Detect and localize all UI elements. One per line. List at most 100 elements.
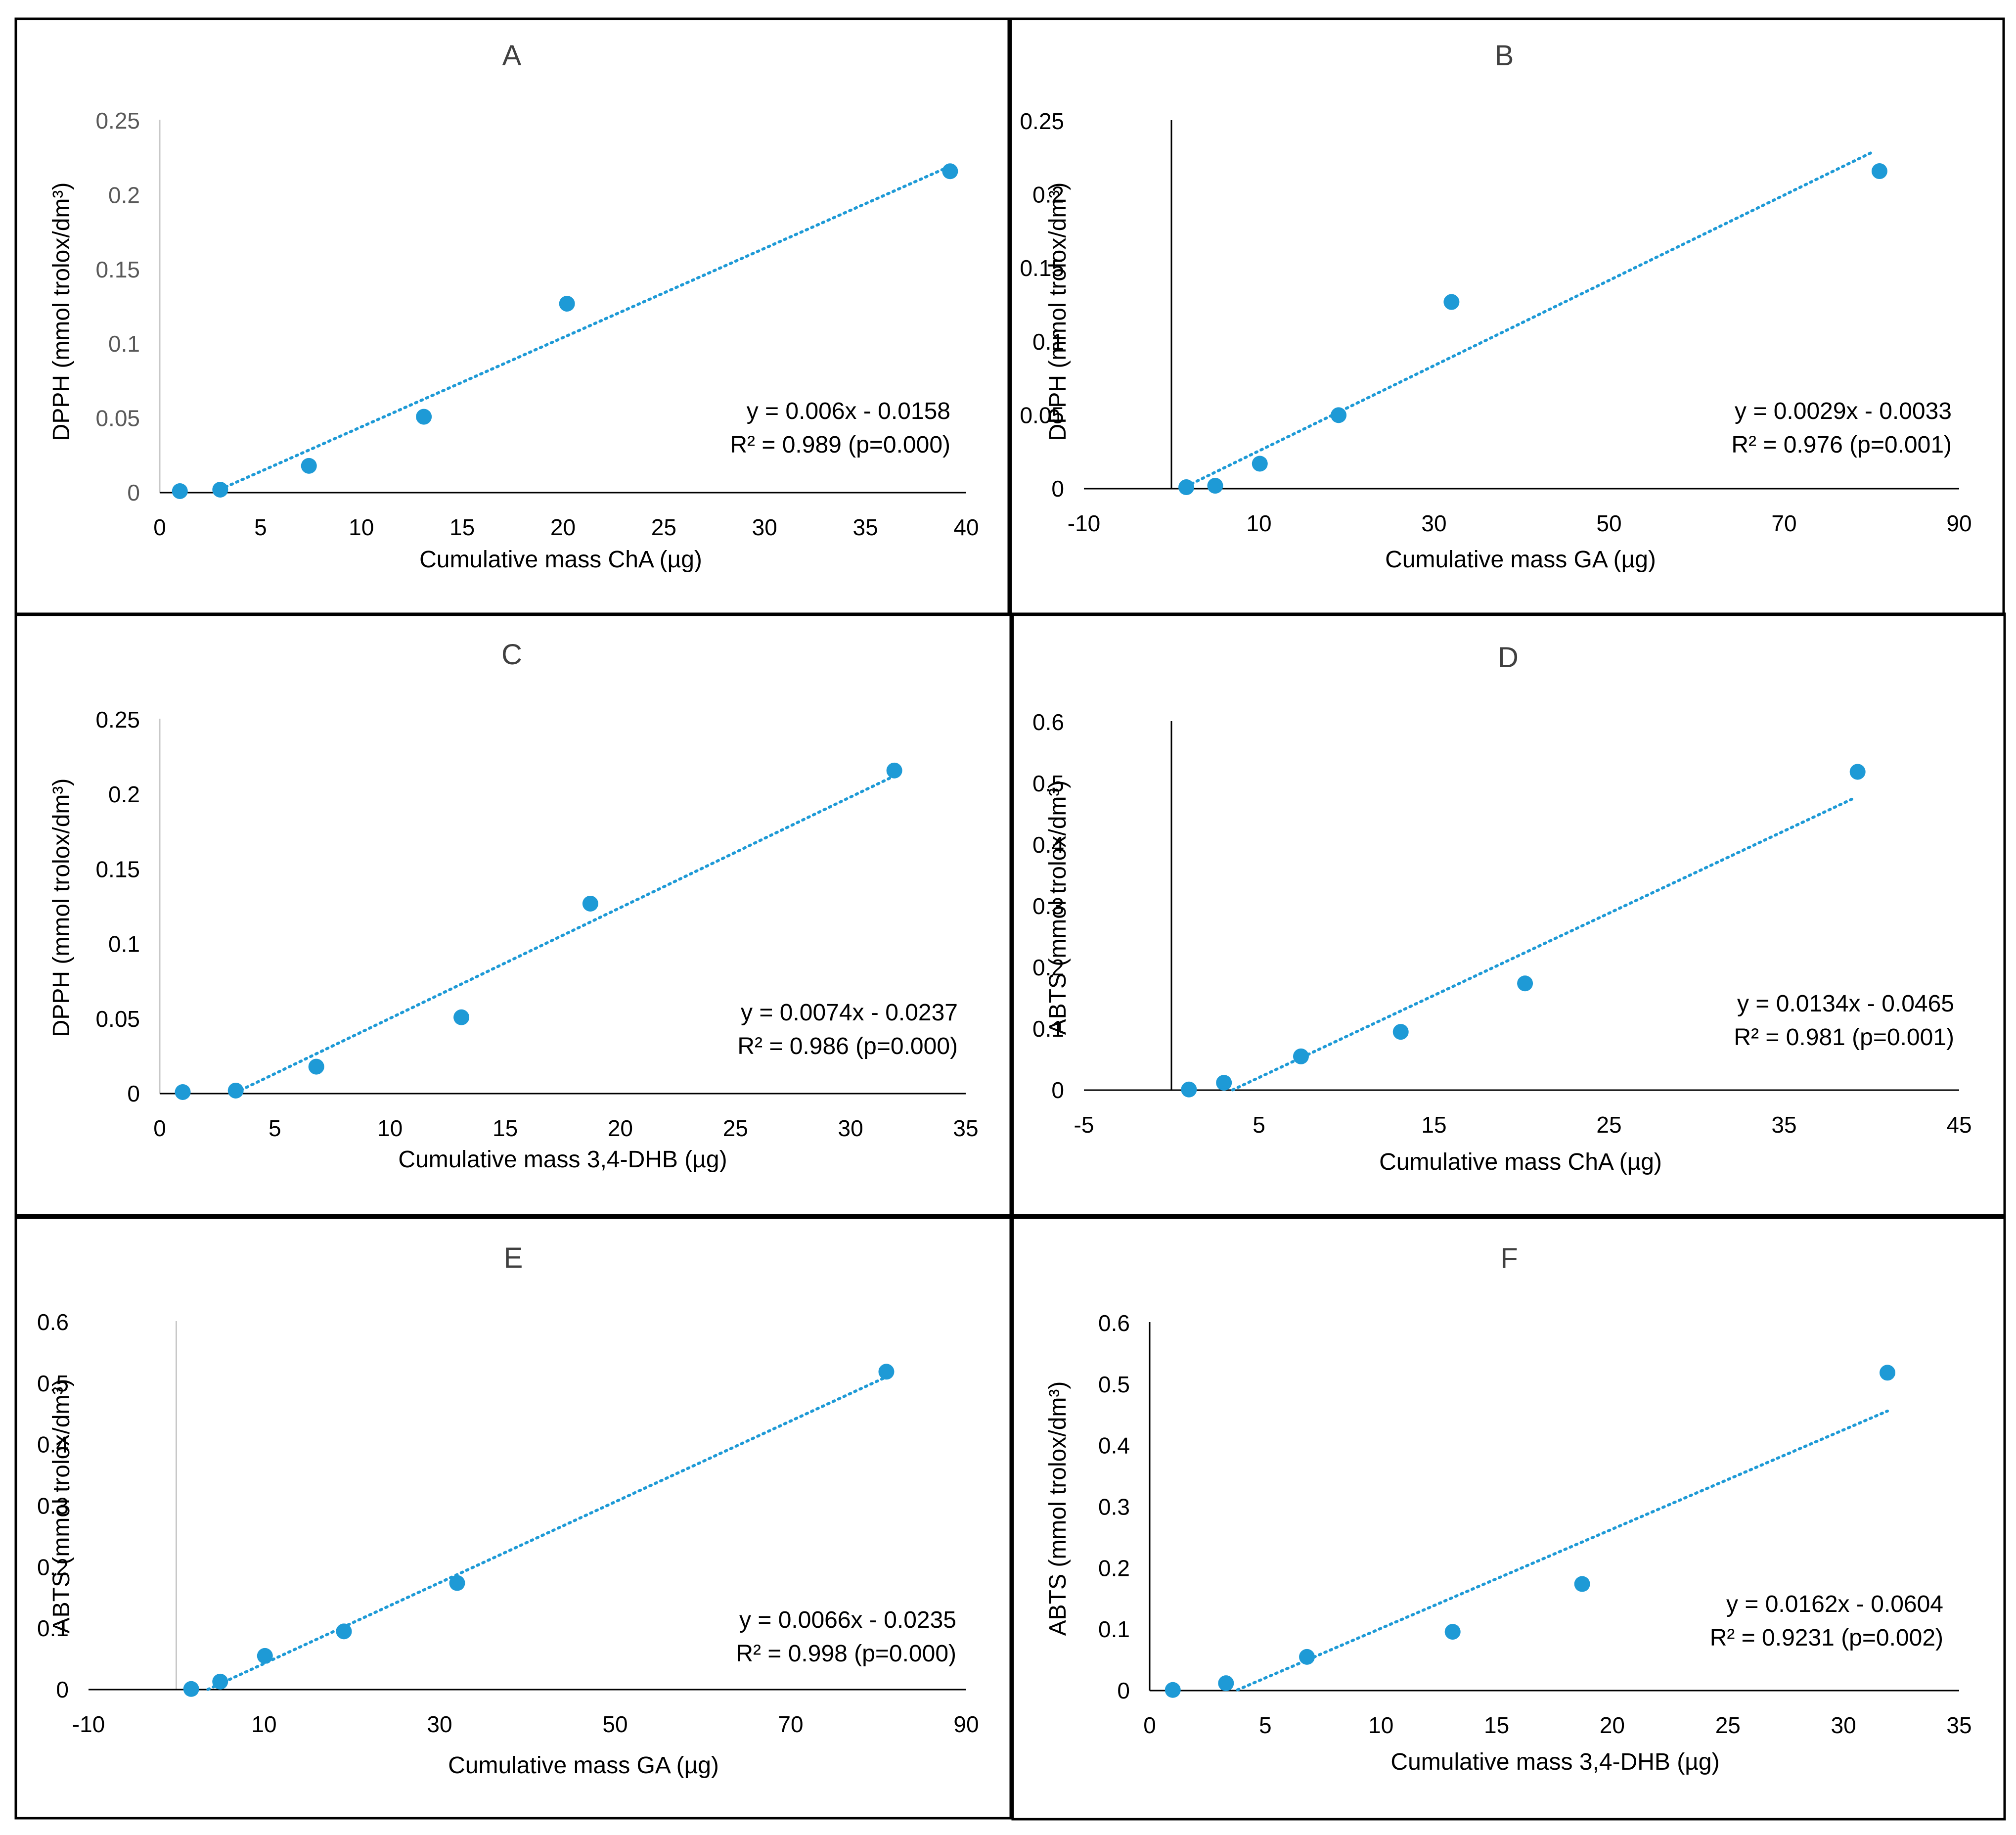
panel-title: C: [501, 639, 522, 671]
x-tick-label: 30: [1831, 1712, 1856, 1738]
x-tick-label: 40: [953, 514, 979, 540]
y-tick-label: 0.1: [108, 331, 140, 357]
trendline: [206, 1375, 888, 1691]
y-axis-title: DPPH (mmol trolox/dm³): [1045, 183, 1071, 441]
y-tick-label: 0: [127, 1081, 140, 1106]
panel-title: A: [502, 40, 522, 72]
panel-frame: [14, 1214, 1012, 1820]
data-point: [449, 1575, 465, 1591]
y-tick-label: 0.2: [1032, 955, 1064, 980]
y-tick-label: 0.5: [37, 1371, 69, 1396]
data-point: [1218, 1675, 1234, 1692]
x-tick-label: 25: [723, 1115, 748, 1141]
data-point: [1574, 1576, 1590, 1592]
trendline-equation: y = 0.0029x - 0.0033: [1735, 398, 1952, 424]
r-squared-label: R² = 0.976 (p=0.001): [1731, 432, 1952, 458]
data-point: [1299, 1649, 1315, 1665]
y-tick-label: 0.1: [1098, 1616, 1130, 1642]
r-squared-label: R² = 0.986 (p=0.000): [737, 1033, 958, 1059]
y-tick-label: 0.5: [1098, 1372, 1130, 1397]
x-tick-label: 0: [153, 514, 166, 540]
x-axis-title: Cumulative mass ChA (µg): [1379, 1149, 1662, 1175]
data-point: [227, 1082, 244, 1099]
x-tick-label: 15: [1484, 1712, 1509, 1738]
x-tick-label: 20: [608, 1115, 633, 1141]
y-tick-label: 0.4: [1098, 1433, 1130, 1459]
x-tick-label: 0: [153, 1115, 166, 1141]
y-tick-label: 0: [1051, 476, 1064, 502]
chart-panel-f: F 0 0.1 0.2 0.3 0.4 0.5 0.6 0 5 10 15 20 25 30 35 Cumula…: [1011, 1214, 2006, 1821]
panel-frame: [1011, 1214, 2006, 1821]
y-tick-label: 0.05: [95, 406, 140, 431]
data-point: [1216, 1075, 1232, 1091]
x-tick-label: 20: [550, 514, 576, 540]
x-tick-label: 25: [1596, 1112, 1621, 1138]
chart-panel-e: E 0 0.1 0.2 0.3 0.4 0.5 0.6 -10 10 30 50 70 90 Cumulat…: [14, 1214, 1012, 1820]
x-tick-label: 10: [377, 1115, 403, 1141]
y-tick-label: 0.25: [95, 707, 140, 733]
x-tick-label: 35: [853, 514, 878, 540]
trendline: [1236, 1409, 1889, 1692]
y-tick-label: 0.6: [1032, 709, 1064, 735]
x-tick-label: 35: [1771, 1112, 1796, 1138]
r-squared-label: R² = 0.998 (p=0.000): [736, 1641, 956, 1667]
y-tick-label: 0.25: [95, 108, 140, 134]
data-point: [1444, 1624, 1461, 1640]
y-axis-title: DPPH (mmol trolox/dm³): [48, 183, 75, 441]
x-tick-label: 30: [838, 1115, 863, 1141]
x-tick-label: 5: [269, 1115, 281, 1141]
data-point: [878, 1364, 895, 1380]
x-tick-label: -10: [72, 1711, 105, 1737]
data-point: [257, 1648, 273, 1664]
panel-title: D: [1498, 642, 1519, 674]
y-tick-label: 0.15: [95, 257, 140, 282]
x-tick-label: 15: [1421, 1112, 1446, 1138]
x-tick-label: 10: [1368, 1712, 1393, 1738]
y-axis-title: ABTS (mmol trolox/dm³): [1045, 780, 1071, 1035]
r-squared-label: R² = 0.981 (p=0.001): [1734, 1024, 1954, 1051]
x-tick-label: 5: [254, 514, 267, 540]
x-tick-label: 15: [493, 1115, 518, 1141]
panel-title: B: [1495, 40, 1514, 72]
y-axis-title: DPPH (mmol trolox/dm³): [48, 779, 75, 1037]
panel-title: E: [504, 1242, 523, 1274]
x-tick-label: 35: [1946, 1712, 1971, 1738]
x-tick-label: -5: [1074, 1112, 1094, 1138]
y-tick-label: 0.5: [1032, 771, 1064, 796]
y-tick-label: 0.15: [95, 856, 140, 882]
y-tick-label: 0: [1117, 1678, 1130, 1703]
y-tick-label: 0: [127, 480, 140, 505]
x-tick-label: 50: [602, 1711, 627, 1737]
data-point: [308, 1058, 324, 1075]
y-tick-label: 0.2: [108, 781, 140, 807]
data-point: [1293, 1048, 1309, 1064]
x-axis-title: Cumulative mass GA (µg): [1385, 547, 1656, 573]
chart-panel-d: D 0 0.1 0.2 0.3 0.4 0.5 0.6 -5 5 15 25 35 45 Cumulativ…: [1011, 612, 2006, 1219]
x-tick-label: 50: [1596, 510, 1621, 536]
x-tick-label: 25: [1715, 1712, 1741, 1738]
y-tick-label: 0.6: [37, 1309, 69, 1335]
x-axis-title: Cumulative mass 3,4-DHB (µg): [1390, 1749, 1719, 1775]
x-tick-label: 30: [1421, 510, 1446, 536]
y-tick-label: 0.1: [1032, 329, 1064, 355]
data-point: [1849, 764, 1866, 780]
x-tick-label: 10: [251, 1711, 276, 1737]
x-axis-title: Cumulative mass 3,4-DHB (µg): [398, 1147, 727, 1173]
data-point: [1392, 1024, 1409, 1040]
x-tick-label: 25: [651, 514, 676, 540]
y-tick-label: 0.4: [1032, 832, 1064, 858]
y-tick-label: 0: [56, 1677, 69, 1702]
y-tick-label: 0.4: [37, 1432, 69, 1458]
data-point: [175, 1084, 191, 1100]
y-tick-label: 0.05: [1020, 402, 1064, 428]
data-point: [582, 895, 598, 912]
y-tick-label: 0.2: [1032, 182, 1064, 208]
data-point: [1880, 1365, 1896, 1381]
x-tick-label: 10: [1246, 510, 1271, 536]
trendline-equation: y = 0.006x - 0.0158: [747, 398, 950, 424]
y-tick-label: 0.1: [108, 931, 140, 957]
x-tick-label: -10: [1068, 510, 1100, 536]
data-point: [416, 409, 432, 425]
data-point: [1252, 456, 1268, 472]
x-tick-label: 30: [752, 514, 777, 540]
